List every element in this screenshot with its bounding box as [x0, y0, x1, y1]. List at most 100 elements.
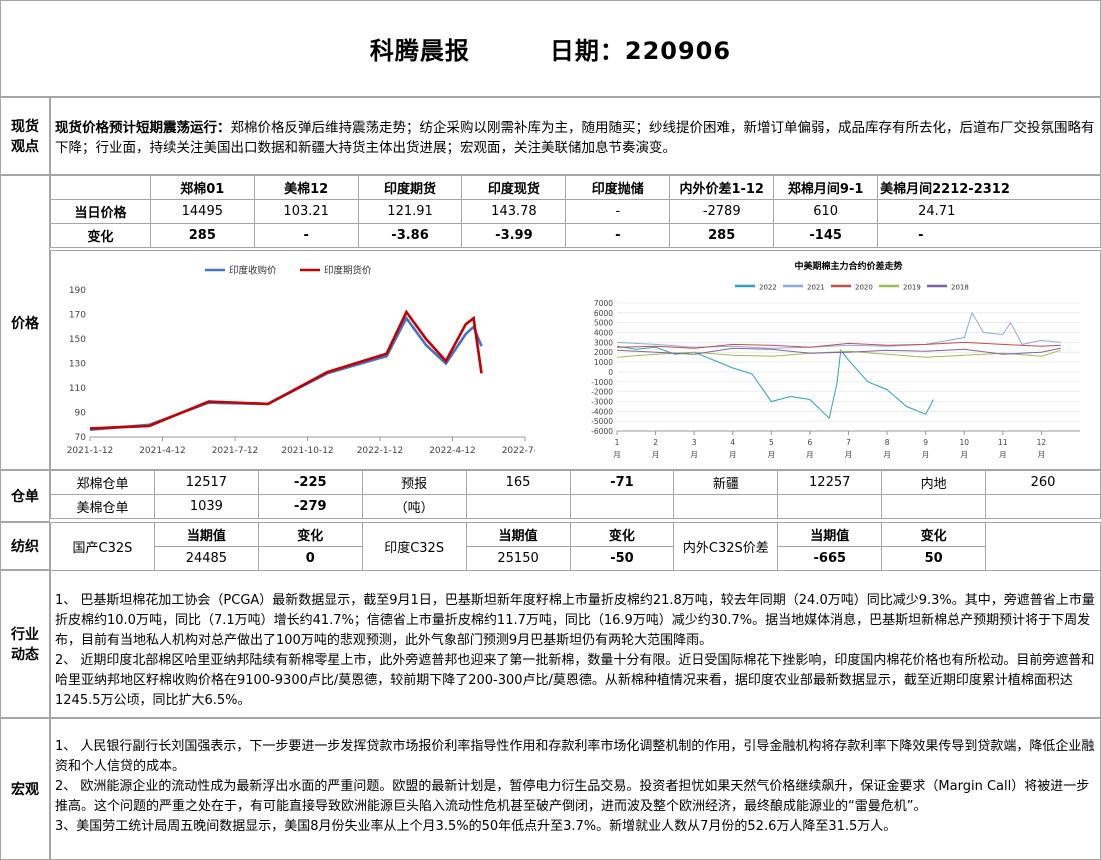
table-cell: 610	[773, 199, 879, 224]
y-tick-label: 4000	[594, 329, 613, 338]
table-cell: 0	[257, 546, 363, 571]
column-header: 内外价差1-12	[669, 175, 775, 200]
textile-label: 国产C32S	[50, 522, 155, 571]
legend-label: 2019	[903, 284, 921, 292]
x-tick-label: 7	[846, 438, 851, 447]
y-tick-label: -4000	[591, 407, 613, 416]
section-label-industry: 行业 动态	[0, 570, 50, 718]
column-header: 印度抛储	[565, 175, 671, 200]
spot-view-text: 现货价格预计短期震荡运行：郑棉价格反弹后维持震荡走势；纺企采购以刚需补库为主，随…	[50, 97, 1101, 175]
x-tick-unit: 月	[961, 450, 969, 459]
series-line-2019	[616, 349, 1061, 358]
y-tick-label: -3000	[591, 397, 613, 406]
spot-headline: 现货价格预计短期震荡运行：	[55, 120, 231, 136]
x-tick-label: 4	[730, 438, 735, 447]
table-cell: -	[565, 199, 671, 224]
x-tick-label: 10	[959, 438, 969, 447]
table-row: 24485 0 25150 -50 -665 50	[51, 546, 1101, 571]
table-cell	[465, 494, 571, 519]
table-cell: -3.86	[357, 223, 463, 248]
table-row: 郑棉仓单 12517 -225 预报 165 -71 新疆 12257 内地 2…	[50, 470, 1101, 495]
y-tick-label: 6000	[594, 309, 613, 318]
chart-title: 中美期棉主力合约价差走势	[794, 260, 902, 272]
table-cell: 260	[985, 470, 1101, 495]
section-label-macro: 宏观	[0, 718, 50, 860]
table-cell: （吨）	[361, 494, 467, 519]
legend-label: 2022	[759, 284, 777, 292]
table-row: 国产C32S 当期值 变化 印度C32S 当期值 变化 内外C32S价差 当期值…	[50, 522, 1101, 571]
macro-paragraph-2: 2、 欧洲能源企业的流动性成为最新浮出水面的严重问题。欧盟的最新计划是，暂停电力…	[55, 779, 1090, 814]
x-tick-unit: 月	[613, 450, 621, 459]
table-cell	[569, 494, 675, 519]
textile-label: 印度C32S	[361, 522, 467, 571]
y-tick-label: 70	[75, 433, 87, 443]
x-tick-label: 2022-7-12	[502, 446, 535, 456]
table-corner	[50, 175, 151, 200]
section-label-textile: 纺织	[0, 522, 50, 570]
x-tick-label: 12	[1037, 438, 1047, 447]
table-cell: -50	[569, 546, 675, 571]
macro-paragraph-1: 1、 人民银行副行长刘国强表示，下一步要进一步发挥贷款市场报价利率指导性作用和存…	[55, 739, 1095, 774]
y-tick-label: 0	[608, 368, 613, 377]
table-cell: 1039	[153, 494, 259, 519]
table-cell: 美棉仓单	[50, 494, 155, 519]
series-line-印度期货价	[89, 309, 483, 430]
report-title: 科腾晨报	[369, 37, 470, 65]
table-cell: -279	[257, 494, 363, 519]
table-row: 美棉仓单 1039 -279 （吨）	[50, 494, 1101, 519]
industry-paragraph-1: 1、 巴基斯坦棉花加工协会（PCGA）最新数据显示，截至9月1日，巴基斯坦新年度…	[55, 593, 1095, 648]
price-table: 郑棉01 美棉12 印度期货 印度现货 印度抛储 内外价差1-12 郑棉月间9-…	[50, 175, 1101, 248]
x-tick-label: 2021-1-12	[67, 446, 114, 456]
column-header: 变化	[881, 522, 987, 547]
x-tick-unit: 月	[768, 450, 776, 459]
table-cell: 14495	[149, 199, 255, 224]
column-header: 变化	[569, 522, 675, 547]
x-tick-label: 8	[885, 438, 890, 447]
legend-label: 印度收购价	[229, 265, 277, 277]
column-header: 当期值	[465, 522, 571, 547]
x-tick-unit: 月	[999, 450, 1007, 459]
x-tick-unit: 月	[652, 450, 660, 459]
industry-paragraph-2: 2、 近期印度北部棉区哈里亚纳邦陆续有新棉零星上市，此外旁遮普邦也迎来了第一批新…	[55, 653, 1095, 708]
column-header: 郑棉月间9-1	[773, 175, 879, 200]
table-cell: 24485	[153, 546, 259, 571]
table-cell: 12257	[777, 470, 883, 495]
x-tick-unit: 月	[690, 450, 698, 459]
india-price-chart: 70 90 110 130 150 170 190 2021-1-12 2021-4-12 202…	[67, 265, 535, 457]
x-tick-label: 1	[615, 438, 620, 447]
column-header: 变化	[257, 522, 363, 547]
column-header: 美棉月间2212-2312	[877, 175, 1101, 200]
table-cell: -	[565, 223, 671, 248]
textile-table: 国产C32S 当期值 变化 印度C32S 当期值 变化 内外C32S价差 当期值…	[50, 522, 1101, 571]
section-label-price: 价格	[0, 175, 50, 470]
table-cell	[985, 522, 1101, 571]
x-tick-unit: 月	[806, 450, 814, 459]
table-cell: 郑棉仓单	[50, 470, 155, 495]
x-tick-label: 3	[692, 438, 697, 447]
table-cell: 25150	[465, 546, 571, 571]
table-cell: 103.21	[253, 199, 359, 224]
table-cell	[881, 494, 987, 519]
x-tick-label: 2022-1-12	[357, 446, 404, 456]
section-label-spot: 现货 观点	[0, 97, 50, 175]
y-tick-label: 5000	[594, 319, 613, 328]
x-tick-unit: 月	[845, 450, 853, 459]
x-tick-label: 2	[653, 438, 658, 447]
y-tick-label: 170	[69, 311, 86, 321]
x-tick-unit: 月	[1038, 450, 1046, 459]
x-tick-label: 2021-4-12	[139, 446, 186, 456]
table-cell: 285	[149, 223, 255, 248]
table-cell: -	[253, 223, 359, 248]
table-cell: 165	[465, 470, 571, 495]
x-tick-label: 11	[998, 438, 1008, 447]
y-tick-label: 90	[75, 409, 87, 419]
macro-paragraph-3: 3、美国劳工统计局周五晚间数据显示，美国8月份失业率从上个月3.5%的50年低点…	[55, 819, 897, 834]
series-line-2022	[616, 345, 934, 420]
report-header: 科腾晨报 日期：220906	[0, 0, 1101, 97]
column-header: 美棉12	[253, 175, 359, 200]
table-cell: 143.78	[461, 199, 567, 224]
legend-label: 印度期货价	[324, 265, 372, 277]
x-tick-label: 6	[808, 438, 813, 447]
column-header: 当期值	[777, 522, 883, 547]
table-cell: 121.91	[357, 199, 463, 224]
